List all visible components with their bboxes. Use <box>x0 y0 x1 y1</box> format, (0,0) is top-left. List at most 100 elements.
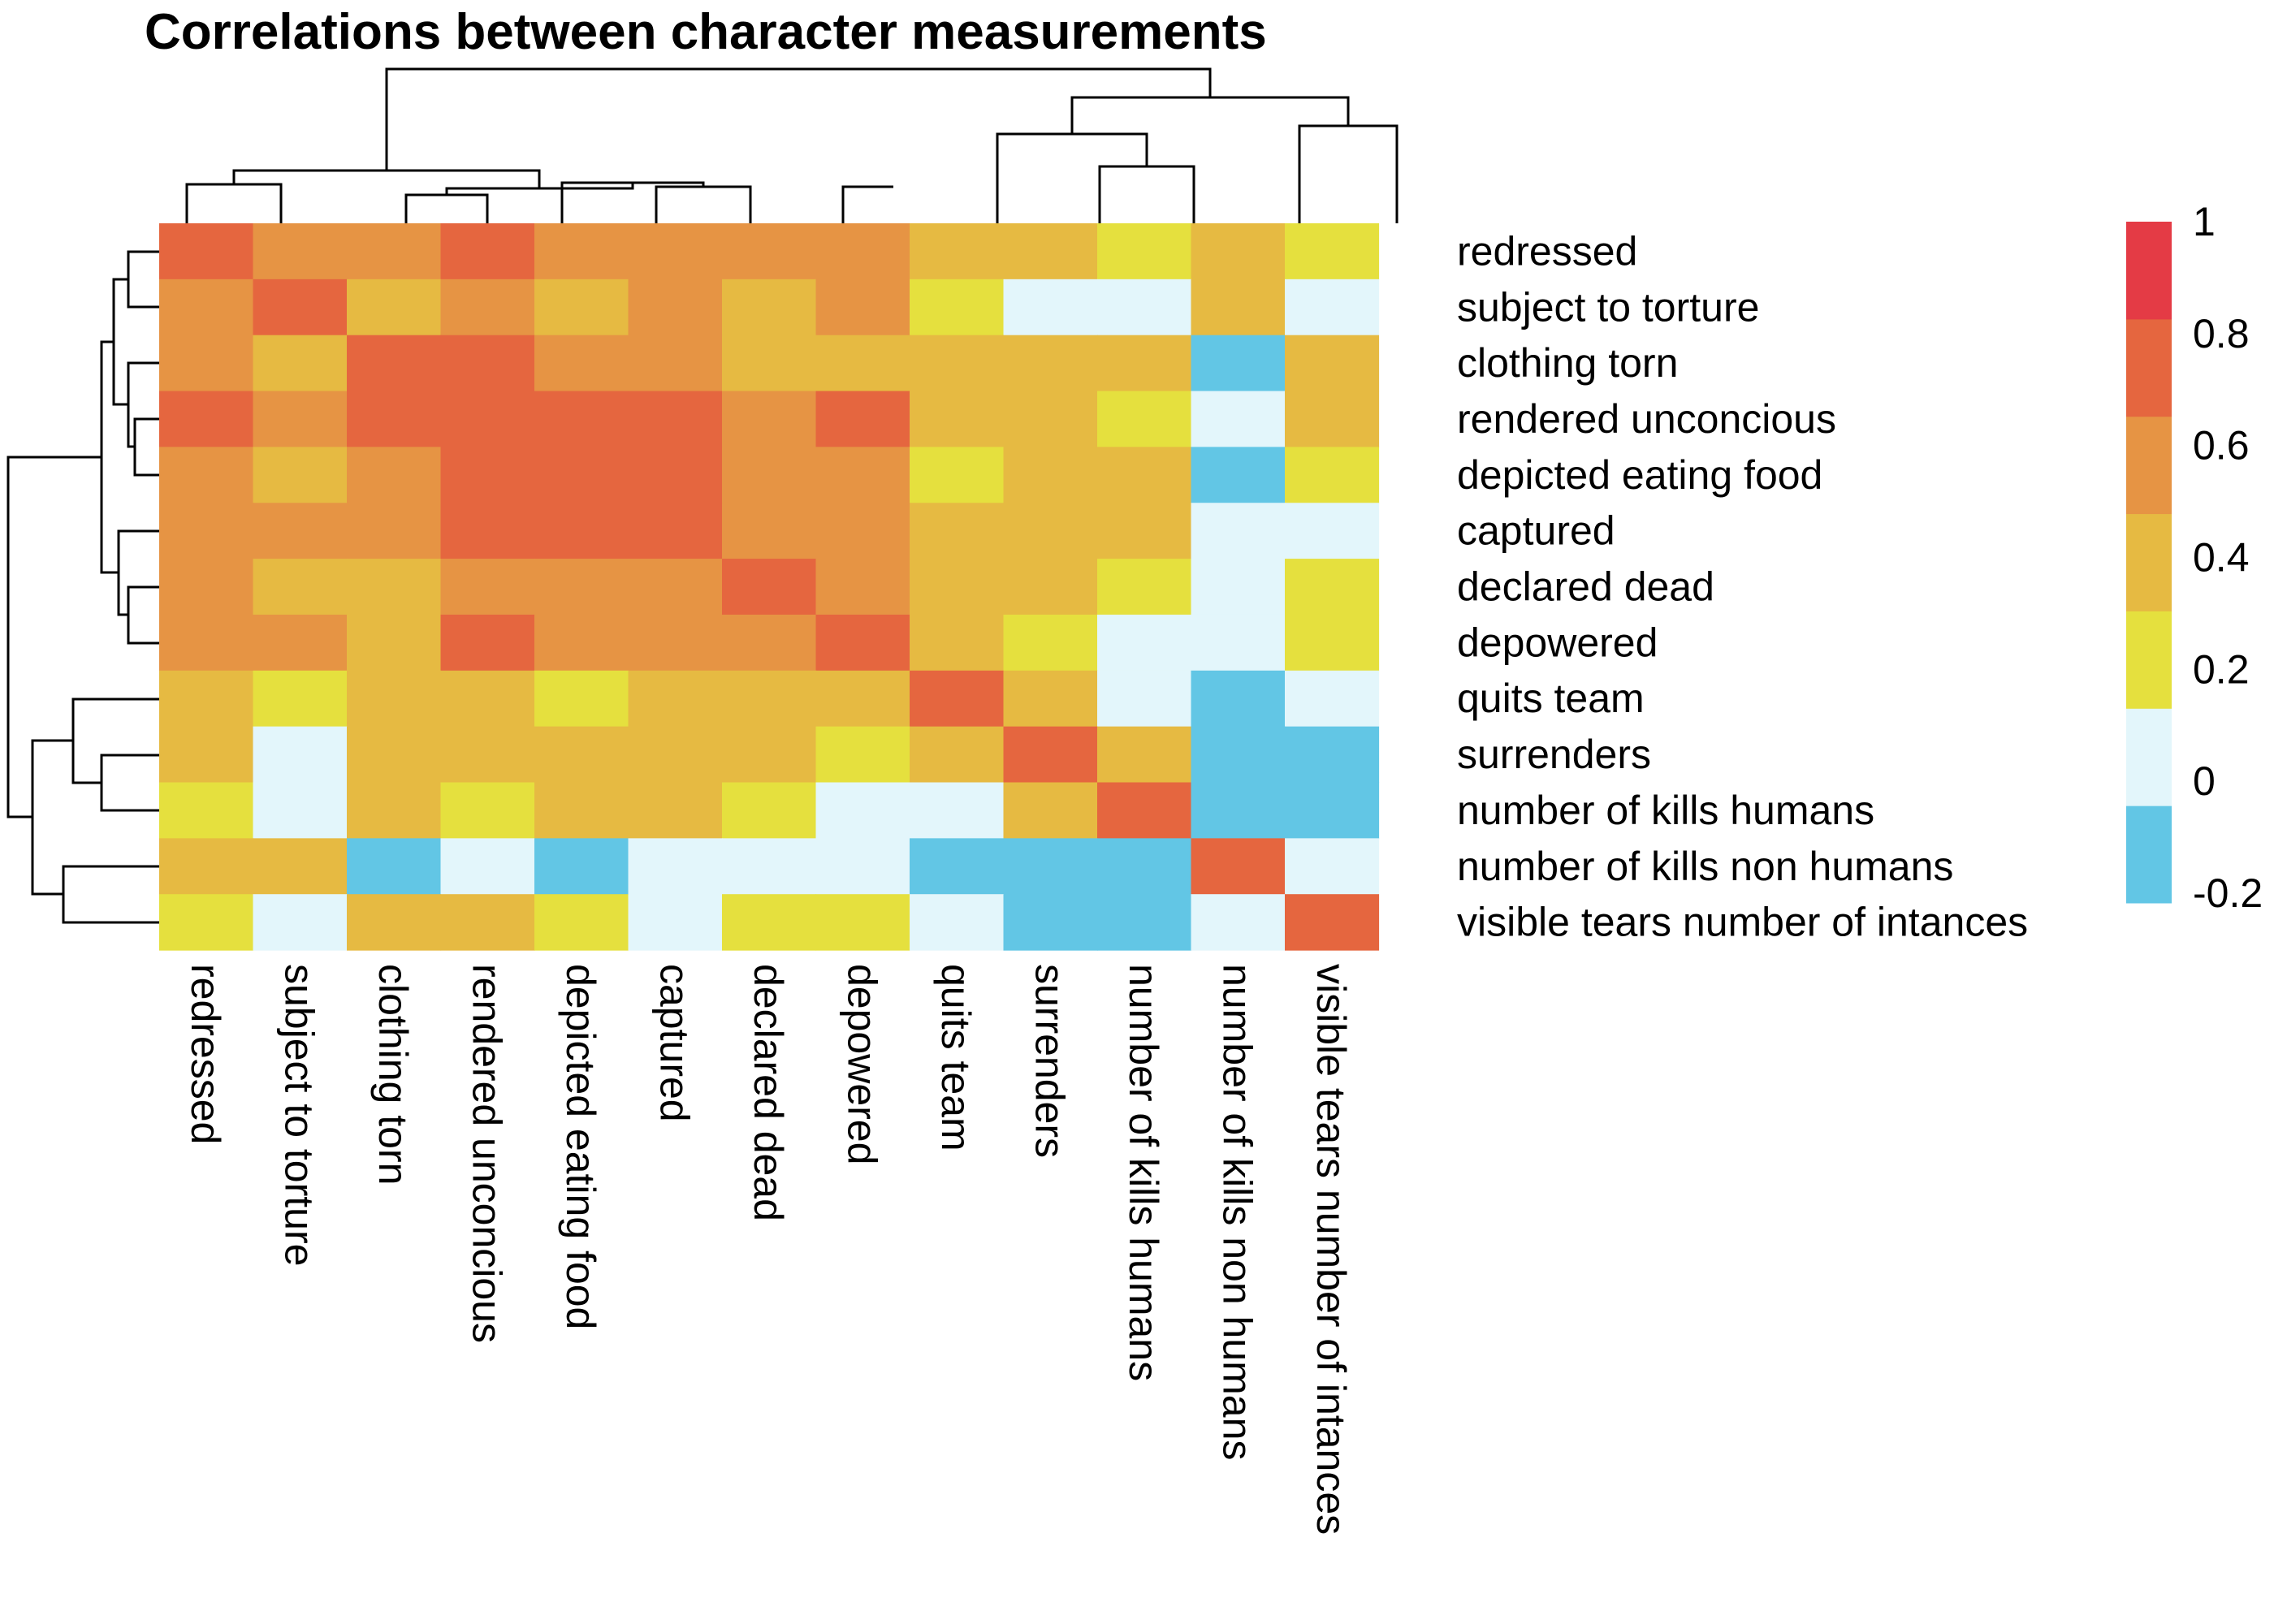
heatmap-cell <box>440 391 535 447</box>
heatmap-cell <box>628 782 723 839</box>
heatmap-cell <box>440 894 535 951</box>
heatmap-cells <box>159 223 1380 951</box>
heatmap-cell <box>534 614 629 672</box>
heatmap-cell <box>534 335 629 392</box>
heatmap-cell <box>253 279 348 336</box>
heatmap-cell <box>253 782 348 839</box>
heatmap-cell <box>722 614 817 672</box>
colorbar-band <box>2126 708 2172 806</box>
heatmap-cell <box>159 782 254 839</box>
heatmap-cell <box>159 391 254 447</box>
heatmap-cell <box>910 223 1005 280</box>
row-dendrogram <box>6 250 159 924</box>
heatmap-cell <box>910 614 1005 672</box>
heatmap-cell <box>253 559 348 615</box>
heatmap-cell <box>815 559 910 615</box>
heatmap-cell <box>159 279 254 336</box>
heatmap-cell <box>628 559 723 615</box>
heatmap-cell <box>815 335 910 392</box>
heatmap-cell <box>722 503 817 559</box>
heatmap-cell <box>534 223 629 280</box>
heatmap-cell <box>910 670 1005 728</box>
heatmap-cell <box>1003 279 1098 336</box>
row-label: quits team <box>1457 676 1645 721</box>
heatmap-cell <box>253 726 348 784</box>
heatmap-cell <box>534 447 629 503</box>
heatmap-cell <box>1191 335 1286 392</box>
heatmap-cell <box>440 614 535 672</box>
heatmap-cell <box>1003 726 1098 784</box>
heatmap-cell <box>1097 838 1192 895</box>
heatmap-cell <box>1191 503 1286 559</box>
heatmap-cell <box>722 838 817 895</box>
row-label: surrenders <box>1457 732 1651 777</box>
heatmap-cell <box>1097 335 1192 392</box>
row-label: number of kills non humans <box>1457 844 1953 889</box>
heatmap-cell <box>1003 559 1098 615</box>
heatmap-cell <box>1003 838 1098 895</box>
heatmap-cell <box>628 503 723 559</box>
heatmap-cell <box>628 726 723 784</box>
heatmap-cell <box>815 726 910 784</box>
heatmap-cell <box>910 559 1005 615</box>
heatmap-cell <box>815 503 910 559</box>
heatmap-cell <box>722 670 817 728</box>
heatmap-cell <box>534 391 629 447</box>
heatmap-cell <box>440 782 535 839</box>
heatmap-cell <box>1285 559 1380 615</box>
row-label: clothing torn <box>1457 340 1678 386</box>
heatmap-cell <box>910 726 1005 784</box>
heatmap-cell <box>440 559 535 615</box>
heatmap-cell <box>1097 559 1192 615</box>
heatmap-cell <box>722 782 817 839</box>
heatmap-cell <box>159 670 254 728</box>
heatmap-cell <box>534 670 629 728</box>
column-label: depowered <box>839 964 884 1164</box>
heatmap-cell <box>159 335 254 392</box>
colorbar-legend: 1 0.8 0.6 0.4 0.2 0 -0.2 <box>2126 199 2263 916</box>
heatmap-cell <box>1097 447 1192 503</box>
heatmap-cell <box>534 726 629 784</box>
heatmap-cell <box>628 223 723 280</box>
colorbar-tick-label: 0.8 <box>2193 311 2250 356</box>
heatmap-cell <box>910 894 1005 951</box>
row-label: subject to torture <box>1457 284 1759 330</box>
colorbar-tick-label: 0.2 <box>2193 646 2250 692</box>
heatmap-cell <box>159 894 254 951</box>
heatmap-cell <box>1285 670 1380 728</box>
heatmap-cell <box>1003 391 1098 447</box>
heatmap-cell <box>722 223 817 280</box>
heatmap-cell <box>1097 670 1192 728</box>
colorbar-band <box>2126 416 2172 515</box>
heatmap-cell <box>722 447 817 503</box>
heatmap-cell <box>347 503 442 559</box>
heatmap-cell <box>347 726 442 784</box>
colorbar-tick-label: 0.6 <box>2193 423 2250 469</box>
row-label: number of kills humans <box>1457 788 1874 833</box>
colorbar-tick-label: -0.2 <box>2193 870 2263 916</box>
heatmap-cell <box>910 838 1005 895</box>
heatmap-cell <box>910 782 1005 839</box>
heatmap-cell <box>253 503 348 559</box>
row-label: visible tears number of intances <box>1457 900 2028 945</box>
heatmap-cell <box>1191 838 1286 895</box>
heatmap-cell <box>347 614 442 672</box>
heatmap-cell <box>1191 279 1286 336</box>
heatmap-cell <box>440 838 535 895</box>
heatmap-cell <box>628 335 723 392</box>
heatmap-cell <box>1285 726 1380 784</box>
heatmap-cell <box>347 391 442 447</box>
heatmap-cell <box>1285 614 1380 672</box>
heatmap-cell <box>722 726 817 784</box>
heatmap-cell <box>722 559 817 615</box>
row-label: depowered <box>1457 620 1658 665</box>
heatmap-cell <box>1003 670 1098 728</box>
heatmap-cell <box>440 726 535 784</box>
heatmap-cell <box>347 223 442 280</box>
heatmap-cell <box>440 670 535 728</box>
heatmap-cell <box>1003 614 1098 672</box>
heatmap-cell <box>722 391 817 447</box>
colorbar-band <box>2126 318 2172 417</box>
heatmap-cell <box>534 559 629 615</box>
heatmap-cell <box>1003 223 1098 280</box>
